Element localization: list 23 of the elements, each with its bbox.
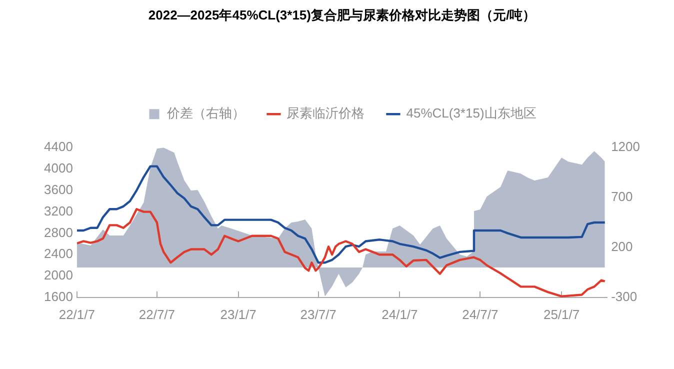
chart-title: 2022—2025年45%CL(3*15)复合肥与尿素价格对比走势图（元/吨） — [148, 7, 536, 22]
y2-tick-label: -300 — [611, 288, 638, 304]
x-tick-label: 22/7/7 — [138, 306, 176, 322]
x-tick-label: 22/1/7 — [58, 306, 95, 322]
y-tick-label: 2800 — [44, 224, 73, 240]
legend-label: 45%CL(3*15)山东地区 — [406, 106, 536, 121]
y-tick-label: 2000 — [44, 268, 73, 283]
y2-tick-label: 700 — [611, 189, 633, 204]
x-tick-label: 23/7/7 — [300, 306, 336, 322]
y-tick-label: 1600 — [44, 288, 73, 304]
y-tick-label: 2400 — [44, 246, 73, 262]
legend-label: 尿素临沂价格 — [286, 106, 365, 121]
x-tick-label: 25/1/7 — [543, 306, 580, 322]
x-tick-label: 24/7/7 — [462, 306, 498, 322]
x-tick-label: 23/1/7 — [220, 306, 256, 322]
y2-tick-label: 1200 — [611, 139, 640, 154]
y-tick-label: 3200 — [44, 203, 73, 218]
legend-label: 价差（右轴） — [166, 106, 246, 121]
y-tick-label: 3600 — [44, 182, 73, 197]
y-tick-label: 4000 — [44, 160, 73, 176]
y-tick-label: 4400 — [44, 139, 73, 154]
y2-tick-label: 200 — [611, 239, 633, 254]
x-tick-label: 24/1/7 — [382, 306, 418, 322]
